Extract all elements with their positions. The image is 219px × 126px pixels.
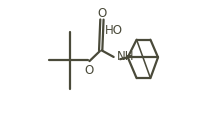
Text: NH: NH — [117, 50, 134, 63]
Text: O: O — [84, 64, 93, 77]
Text: O: O — [97, 7, 107, 20]
Text: HO: HO — [105, 24, 123, 37]
